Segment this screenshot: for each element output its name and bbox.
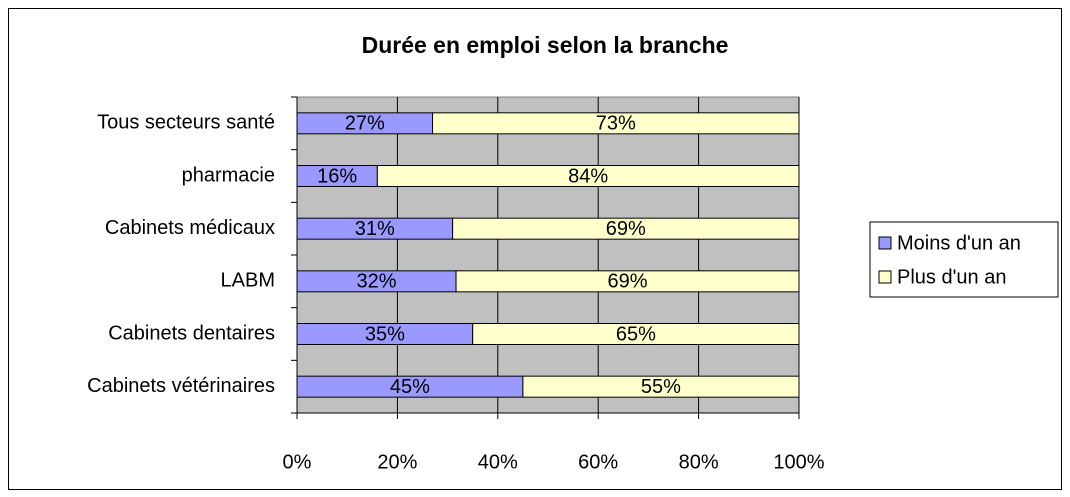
data-label: 35%	[365, 323, 405, 345]
legend-label: Moins d'un an	[897, 232, 1021, 254]
y-tick-label: Cabinets médicaux	[105, 217, 275, 239]
legend-swatch	[878, 236, 892, 250]
bar-segment	[455, 270, 800, 293]
data-label: 31%	[355, 218, 395, 240]
data-label: 84%	[568, 165, 608, 187]
data-label: 45%	[390, 376, 430, 398]
chart-title: Durée en emploi selon la branche	[362, 32, 729, 58]
x-tick-label: 20%	[377, 451, 417, 473]
data-label: 73%	[596, 113, 636, 135]
x-tick-label: 40%	[478, 451, 518, 473]
x-tick-label: 60%	[578, 451, 618, 473]
data-label: 27%	[345, 113, 385, 135]
bar-segment	[376, 165, 800, 187]
data-label: 32%	[357, 271, 397, 293]
data-label: 65%	[616, 323, 656, 345]
legend-box	[869, 221, 1059, 298]
x-tick-label: 100%	[773, 451, 824, 473]
y-tick-label: LABM	[221, 270, 275, 292]
plot-area	[296, 96, 800, 414]
data-label: 69%	[608, 271, 648, 293]
y-tick-label: pharmacie	[182, 164, 275, 186]
x-tick-label: 80%	[679, 451, 719, 473]
y-tick-label: Cabinets vétérinaires	[87, 375, 275, 397]
bar-segment	[452, 217, 800, 240]
y-tick-label: Cabinets dentaires	[108, 322, 275, 344]
bar-segment	[432, 112, 800, 135]
bar-segment	[522, 375, 800, 398]
legend-swatch	[878, 270, 892, 284]
data-label: 16%	[317, 165, 357, 187]
data-label: 55%	[641, 376, 681, 398]
x-tick-label: 0%	[283, 451, 312, 473]
bar-segment	[472, 323, 800, 345]
y-tick-label: Tous secteurs santé	[97, 112, 275, 134]
data-label: 69%	[606, 218, 646, 240]
legend-label: Plus d'un an	[897, 266, 1006, 288]
